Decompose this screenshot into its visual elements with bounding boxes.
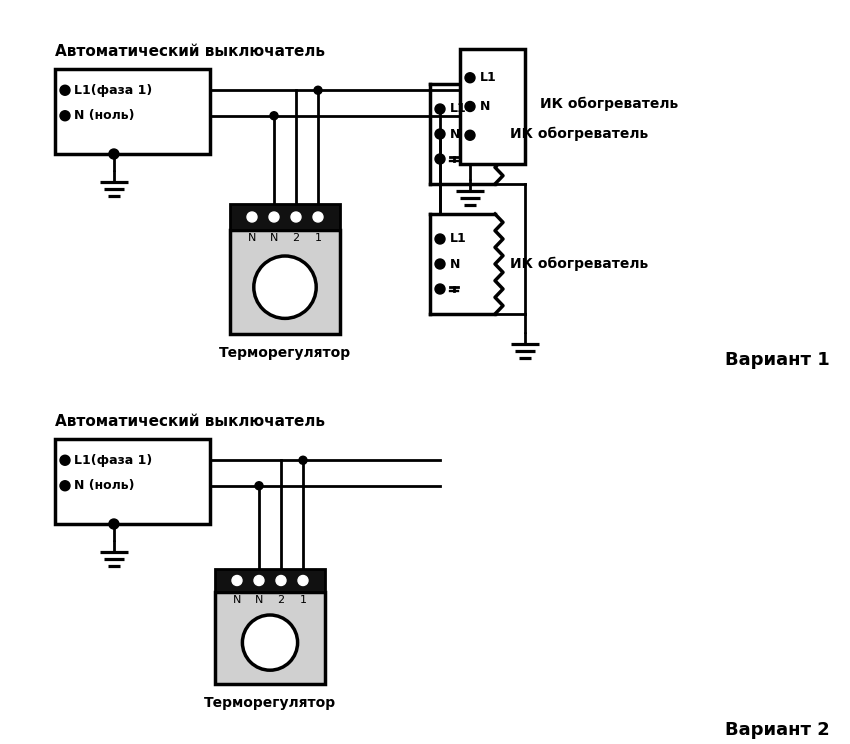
Text: N: N	[255, 595, 264, 605]
Circle shape	[247, 212, 257, 222]
Bar	[55, 69, 210, 154]
Circle shape	[298, 576, 308, 586]
Bar	[230, 204, 340, 230]
Text: L1(фаза 1): L1(фаза 1)	[74, 454, 152, 466]
Circle shape	[255, 482, 263, 490]
Circle shape	[254, 576, 264, 586]
Circle shape	[435, 234, 445, 244]
Text: 2: 2	[277, 595, 285, 605]
Text: Терморегулятор: Терморегулятор	[204, 696, 336, 710]
Circle shape	[60, 455, 70, 465]
Circle shape	[269, 212, 279, 222]
Text: L1: L1	[480, 71, 496, 84]
Text: N: N	[450, 257, 461, 271]
Circle shape	[435, 284, 445, 294]
Circle shape	[60, 111, 70, 121]
Text: L1: L1	[450, 232, 467, 246]
Text: Автоматический выключатель: Автоматический выключатель	[55, 414, 325, 429]
Circle shape	[109, 519, 119, 529]
Circle shape	[313, 212, 323, 222]
Text: ИК обогреватель: ИК обогреватель	[510, 257, 649, 271]
Circle shape	[254, 256, 316, 318]
Bar	[55, 439, 210, 524]
Text: 2: 2	[292, 233, 299, 243]
Circle shape	[270, 112, 278, 120]
Text: 1: 1	[299, 595, 307, 605]
Circle shape	[60, 86, 70, 95]
Circle shape	[435, 259, 445, 269]
Text: N: N	[450, 127, 461, 141]
Text: Автоматический выключатель: Автоматический выключатель	[55, 44, 325, 59]
Bar	[215, 592, 325, 684]
Circle shape	[314, 86, 322, 94]
Text: ИК обогреватель: ИК обогреватель	[540, 97, 678, 111]
Circle shape	[435, 129, 445, 139]
Text: L1(фаза 1): L1(фаза 1)	[74, 84, 152, 97]
Circle shape	[299, 456, 307, 464]
Circle shape	[435, 104, 445, 114]
Circle shape	[291, 212, 301, 222]
Circle shape	[465, 73, 475, 83]
Bar	[215, 569, 325, 592]
Circle shape	[60, 481, 70, 491]
Text: N (ноль): N (ноль)	[74, 109, 134, 122]
Text: Вариант 1: Вариант 1	[725, 351, 830, 369]
Text: N: N	[269, 233, 278, 243]
Text: N: N	[248, 233, 256, 243]
Text: 1: 1	[314, 233, 321, 243]
Circle shape	[232, 576, 242, 586]
Circle shape	[242, 615, 298, 670]
Text: ИК обогреватель: ИК обогреватель	[510, 126, 649, 141]
Text: Вариант 2: Вариант 2	[725, 721, 830, 739]
Circle shape	[465, 101, 475, 112]
Text: N: N	[480, 100, 490, 113]
Text: L1: L1	[450, 103, 467, 115]
Circle shape	[465, 130, 475, 141]
Text: N: N	[233, 595, 241, 605]
Bar	[230, 230, 340, 334]
Circle shape	[109, 149, 119, 159]
Text: Терморегулятор: Терморегулятор	[219, 346, 351, 360]
Circle shape	[276, 576, 286, 586]
Text: N (ноль): N (ноль)	[74, 479, 134, 493]
Bar	[460, 49, 525, 164]
Circle shape	[435, 154, 445, 164]
